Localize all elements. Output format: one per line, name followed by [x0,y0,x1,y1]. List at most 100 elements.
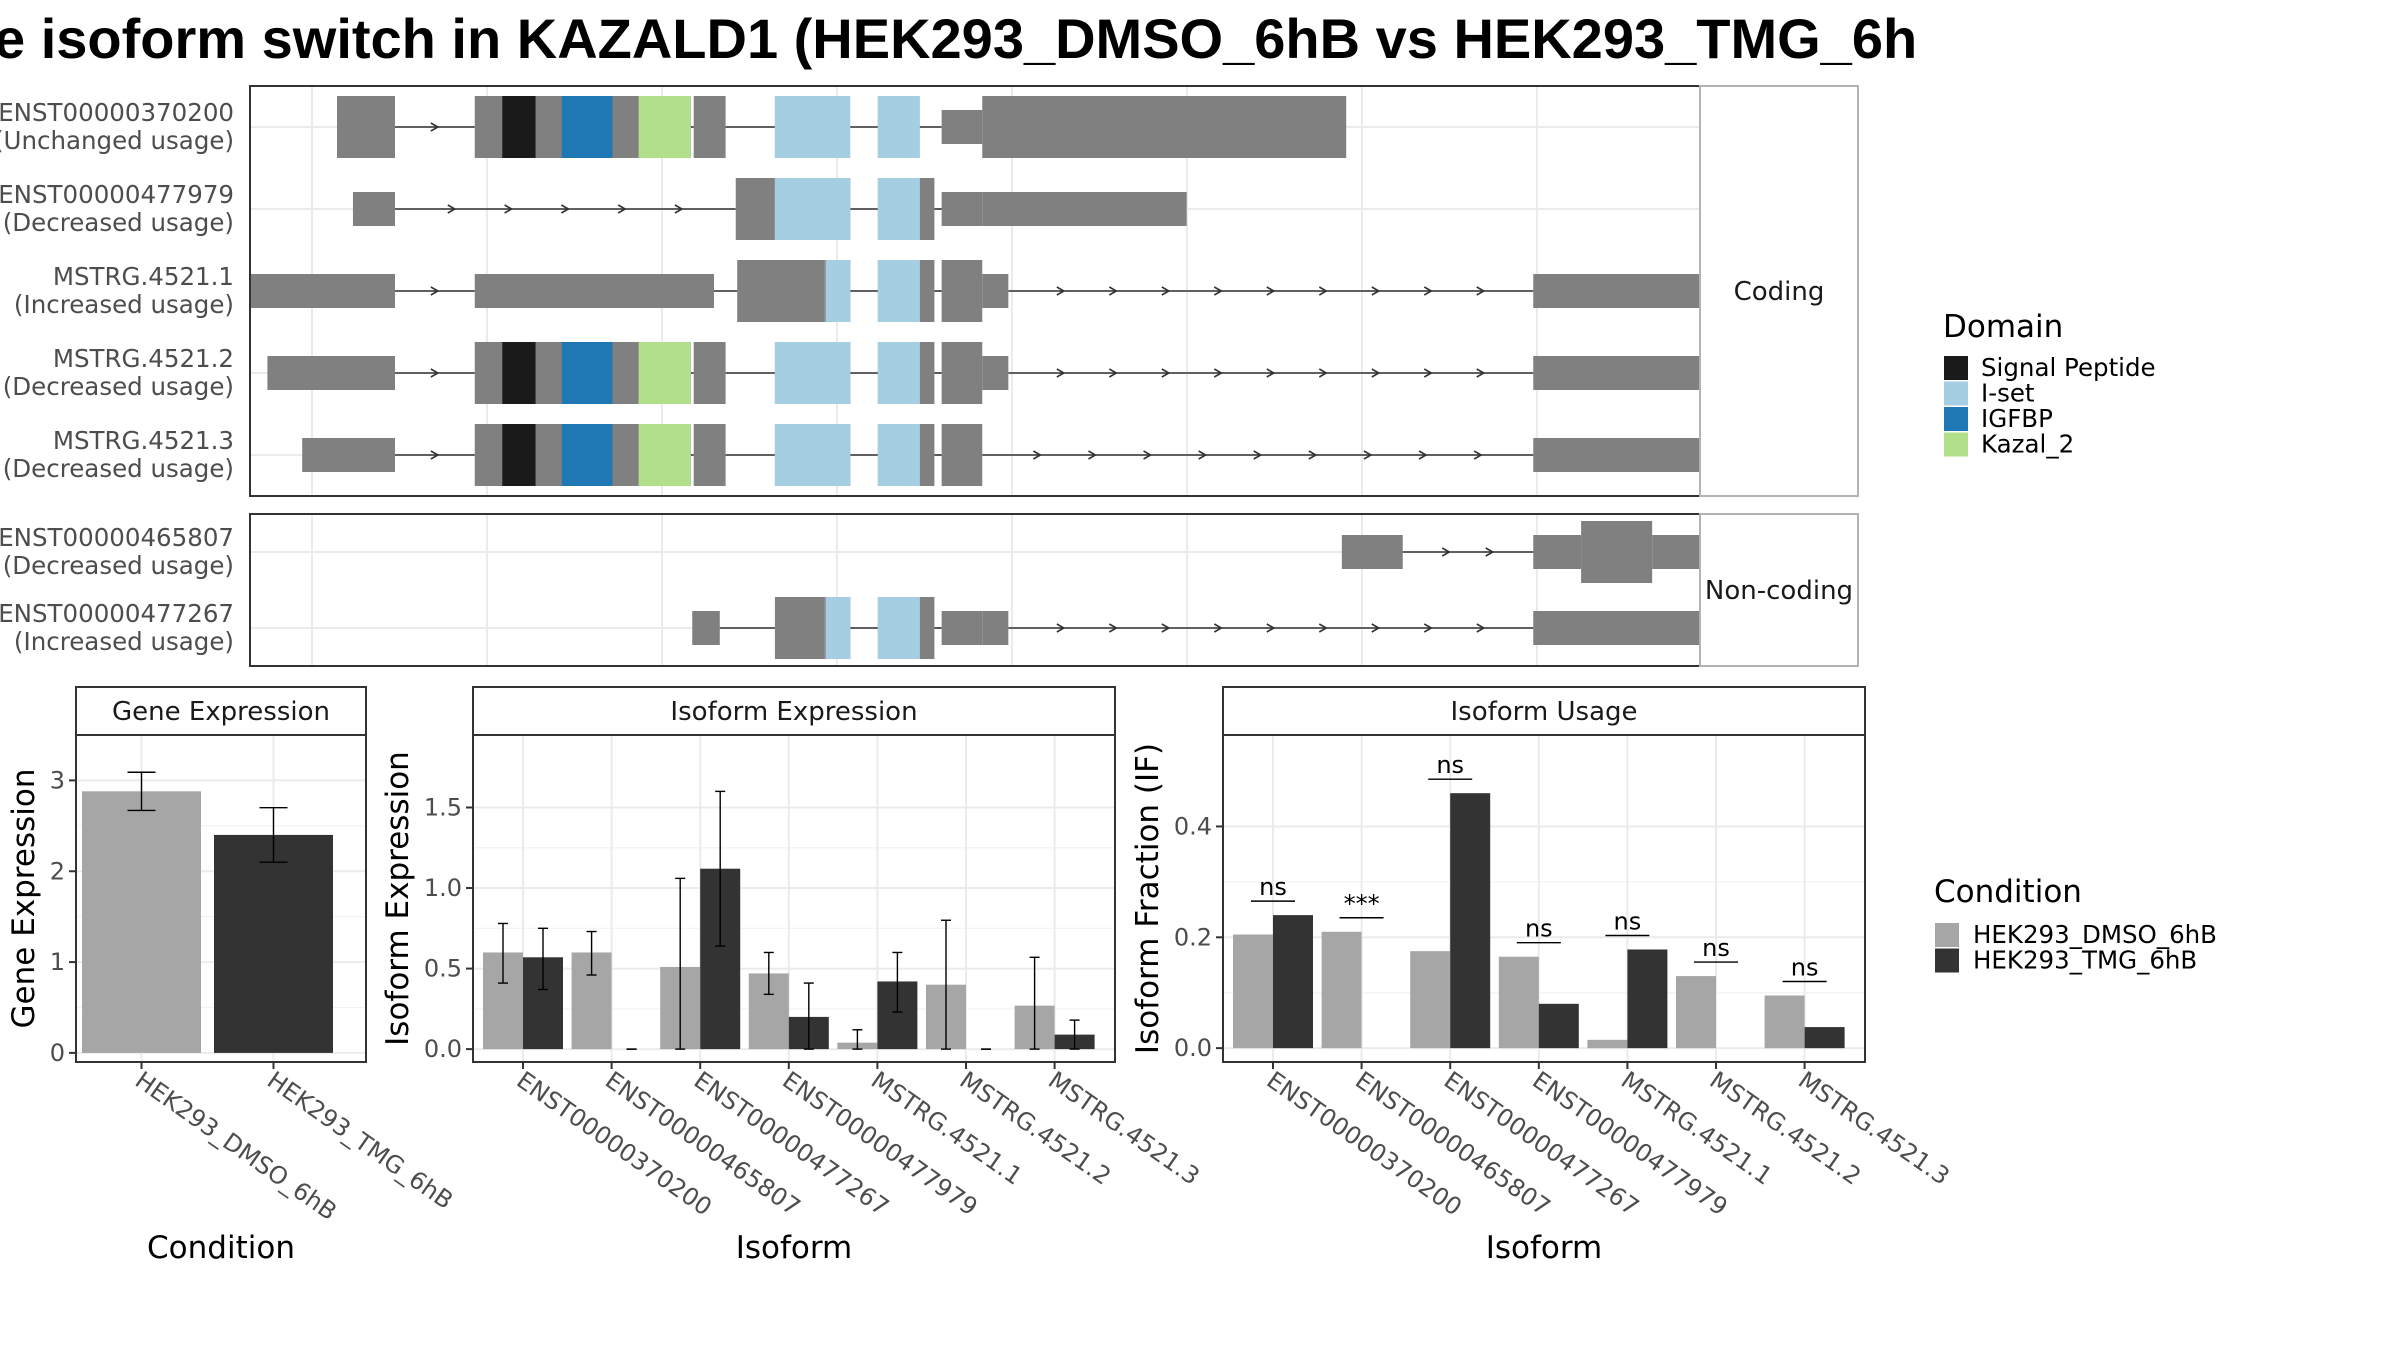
exon-block [1581,521,1653,583]
domain-block-signal-peptide [502,424,536,486]
significance-label: *** [1344,890,1380,918]
exon-block [474,424,507,486]
domain-block-kazal-2 [638,96,691,158]
domain-block-exon [612,96,639,158]
exon-block [737,260,825,322]
strip-label: Isoform Expression [670,697,917,727]
exon-block [474,342,507,404]
domain-legend-title: Domain [1943,309,2063,345]
exon-block [982,192,1187,226]
intron-arrow [430,450,440,460]
exon-block [474,96,507,158]
exon-block [337,96,395,158]
strip-box [472,686,1116,736]
exon-block [774,597,825,659]
bar [1627,949,1668,1049]
strip-label: Isoform Usage [1450,697,1637,727]
exon-block [941,424,983,486]
intron-arrow [1318,368,1328,378]
intron-arrow [1441,547,1451,557]
intron-arrow [1418,450,1428,460]
domain-block-i-set [877,342,920,404]
exon-block [735,178,775,240]
significance-label: ns [1525,915,1553,943]
domain-legend-label: Signal Peptide [1981,353,2156,382]
domain-block-signal-peptide [502,342,536,404]
exon-block [982,611,1009,645]
domain-block-igfbp [561,96,613,158]
bar [82,791,201,1053]
domain-block-i-set [825,260,851,322]
strip-box [1699,513,1859,667]
strip-label: Gene Expression [112,697,330,727]
strip-box [1699,85,1859,497]
intron-arrow [1198,450,1208,460]
intron-arrow [1318,623,1328,633]
domain-block-exon [535,424,562,486]
y-tick-label: 1 [50,948,65,976]
figure-title: e isoform switch in KAZALD1 (HEK293_DMSO… [0,7,1917,70]
y-tick-label: 0.0 [424,1035,462,1063]
strip-label: Non-coding [1705,576,1853,606]
intron-arrow [1371,623,1381,633]
bar [1587,1039,1628,1049]
exon-block [941,611,983,645]
x-axis-title: Condition [147,1230,295,1266]
bar [1538,1003,1579,1049]
bar [1804,1027,1845,1049]
intron-arrow [1253,450,1263,460]
significance-label: ns [1791,953,1819,981]
exon-block [1533,535,1582,569]
domain-block-i-set [774,178,851,240]
exon-block [693,96,726,158]
isoform-name-label: ENST00000477979 [0,180,234,209]
gene-structure-panel: Coding ENST00000370200(Unchanged usage) EN… [0,85,1859,667]
exon-block [250,274,395,308]
intron-arrow [617,204,627,214]
intron-arrow [430,368,440,378]
condition-legend-title: Condition [1934,874,2082,910]
isoform-name-label: MSTRG.4521.2 [53,344,234,373]
domain-block-exon [612,424,639,486]
isoform-usage-label: (Decreased usage) [3,208,234,237]
x-axis-title: Isoform [736,1230,853,1266]
intron-arrow [430,286,440,296]
bar [1233,934,1273,1049]
exon-block [693,342,726,404]
domain-legend-label: IGFBP [1981,404,2053,433]
intron-arrow [1161,368,1171,378]
intron-arrow [1161,286,1171,296]
intron-arrow [1423,286,1433,296]
exon-block [267,356,395,390]
isoform-usage-label: (Increased usage) [14,627,234,656]
domain-block-exon [535,342,562,404]
intron-arrow [1108,368,1118,378]
x-tick-label: MSTRG.4521.1 [1616,1066,1777,1191]
strip-label: Coding [1734,277,1825,307]
intron-arrow [1108,286,1118,296]
isoform-usage-label: (Decreased usage) [3,551,234,580]
x-tick-label: MSTRG.4521.2 [955,1066,1116,1191]
y-axis-title: Isoform Fraction (IF) [1130,743,1166,1054]
y-tick-label: 1.5 [424,793,462,821]
bar [1321,931,1362,1049]
exon-block [941,192,983,226]
isoform-usage-label: (Unchanged usage) [0,126,234,155]
y-tick-label: 3 [50,766,65,794]
intron-arrow [560,204,570,214]
domain-block-i-set [825,597,851,659]
intron-arrow [1423,368,1433,378]
exon-block [474,274,714,308]
intron-arrow [1371,368,1381,378]
bar [1273,915,1313,1049]
intron-arrow [1161,623,1171,633]
exon-block [693,424,726,486]
condition-legend-swatch [1935,923,1959,947]
bar [1676,976,1716,1049]
exon-block [941,110,983,144]
condition-legend-label: HEK293_TMG_6hB [1973,946,2197,975]
isoform-name-label: MSTRG.4521.3 [53,426,234,455]
intron-arrow [430,122,440,132]
